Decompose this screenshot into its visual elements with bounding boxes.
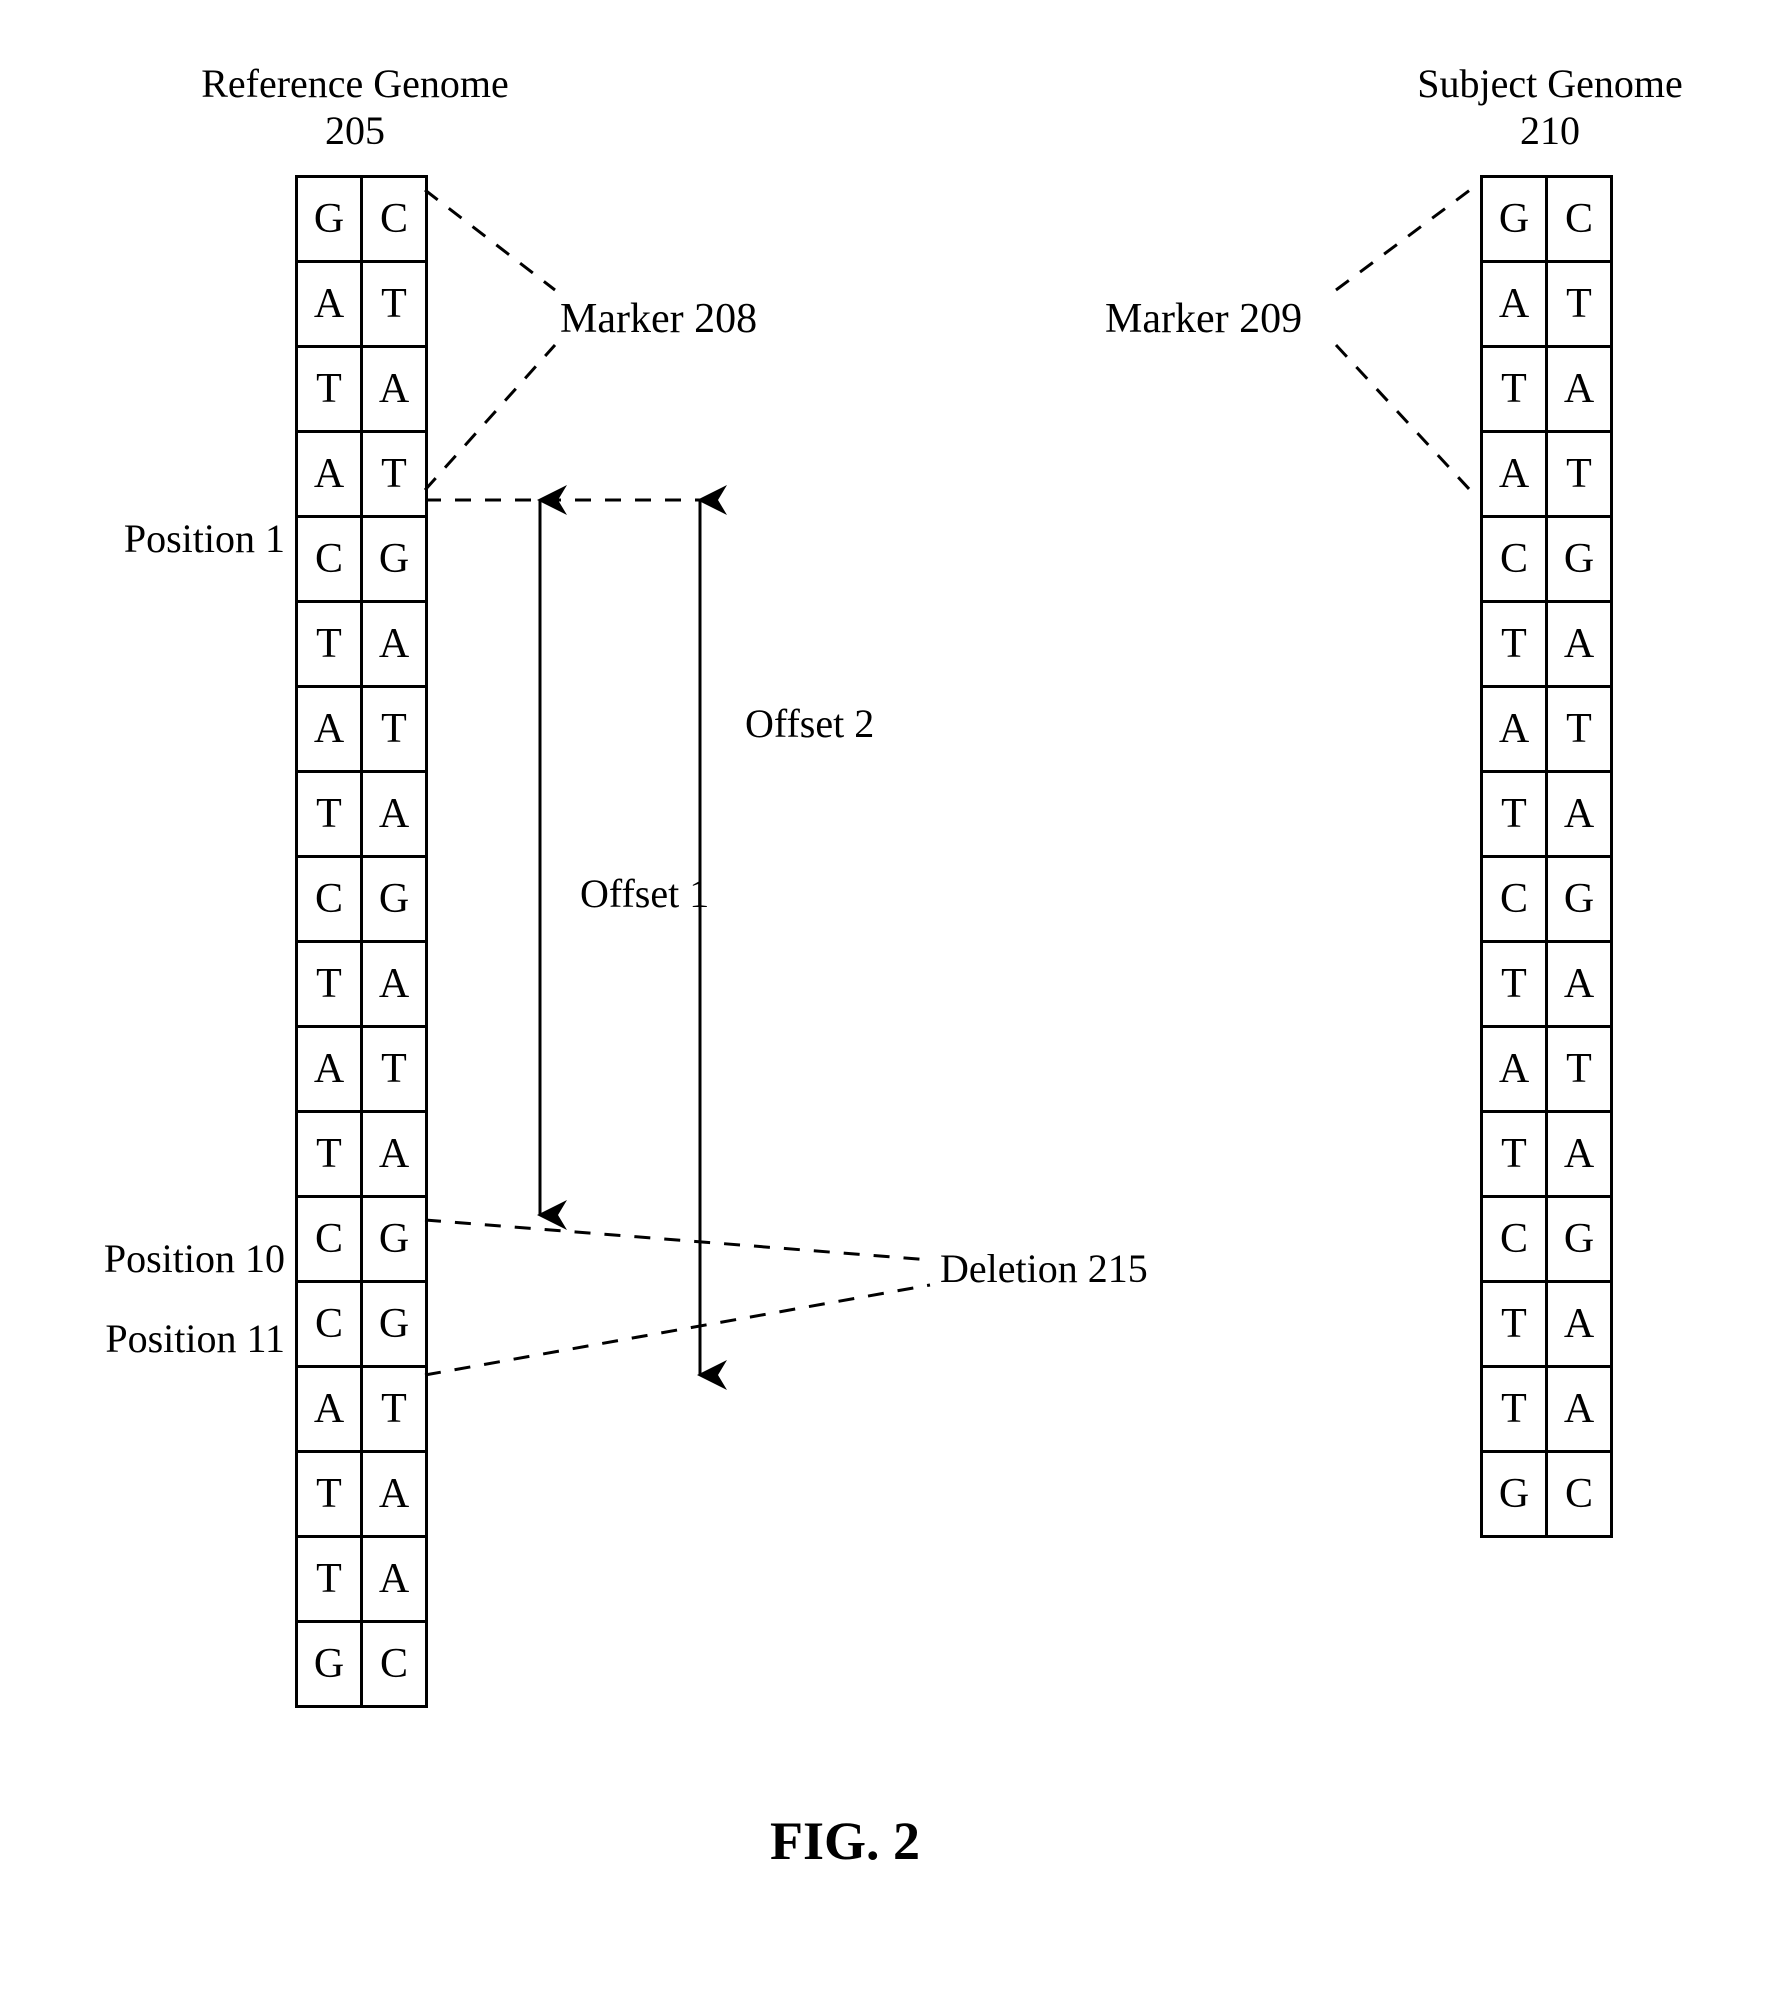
reference-genome-title: Reference Genome (175, 60, 535, 107)
base-cell: C (1482, 1197, 1547, 1282)
base-cell: T (297, 1537, 362, 1622)
position-label: Position 10 (80, 1235, 285, 1282)
reference-genome-sequence: GCATTAATCGTAATTACGTAATTACGCGATTATAGC (295, 175, 428, 1708)
base-cell: A (297, 432, 362, 517)
base-cell: G (297, 1622, 362, 1707)
offset-1-label: Offset 1 (580, 870, 709, 917)
base-cell: A (362, 602, 427, 687)
subject-genome-header: Subject Genome 210 (1380, 60, 1720, 154)
base-cell: C (297, 857, 362, 942)
base-cell: G (1547, 1197, 1612, 1282)
base-cell: G (297, 177, 362, 262)
base-cell: A (1547, 347, 1612, 432)
base-cell: T (297, 602, 362, 687)
deletion-215-label: Deletion 215 (940, 1245, 1148, 1292)
base-cell: A (1547, 942, 1612, 1027)
base-cell: T (362, 1027, 427, 1112)
base-cell: A (1482, 1027, 1547, 1112)
base-cell: C (1482, 517, 1547, 602)
base-cell: T (1482, 347, 1547, 432)
base-cell: T (1482, 1112, 1547, 1197)
base-cell: C (362, 177, 427, 262)
figure-caption: FIG. 2 (770, 1810, 920, 1872)
marker-208-label: Marker 208 (560, 295, 757, 343)
base-cell: T (1547, 687, 1612, 772)
base-cell: G (362, 517, 427, 602)
subject-genome-sequence: GCATTAATCGTAATTACGTAATTACGTATAGC (1480, 175, 1613, 1538)
base-cell: C (297, 1197, 362, 1282)
base-cell: G (362, 1197, 427, 1282)
base-cell: A (362, 347, 427, 432)
base-cell: T (1482, 1282, 1547, 1367)
base-cell: T (1547, 432, 1612, 517)
base-cell: T (1547, 262, 1612, 347)
base-cell: A (362, 1452, 427, 1537)
base-cell: T (362, 432, 427, 517)
base-cell: T (297, 1452, 362, 1537)
base-cell: A (362, 1112, 427, 1197)
base-cell: T (1547, 1027, 1612, 1112)
base-cell: A (1547, 1112, 1612, 1197)
base-cell: T (297, 1112, 362, 1197)
base-cell: A (297, 687, 362, 772)
base-cell: T (1482, 942, 1547, 1027)
base-cell: A (362, 942, 427, 1027)
base-cell: A (1547, 772, 1612, 857)
base-cell: A (1482, 687, 1547, 772)
base-cell: C (1482, 857, 1547, 942)
base-cell: G (362, 857, 427, 942)
position-label: Position 11 (80, 1315, 285, 1362)
base-cell: T (362, 262, 427, 347)
base-cell: A (297, 262, 362, 347)
base-cell: T (1482, 772, 1547, 857)
base-cell: A (362, 1537, 427, 1622)
base-cell: T (297, 772, 362, 857)
figure-stage: Reference Genome 205 Subject Genome 210 … (0, 0, 1772, 1995)
base-cell: C (297, 1282, 362, 1367)
base-cell: G (1547, 857, 1612, 942)
marker-209-label: Marker 209 (1105, 295, 1302, 343)
reference-genome-number: 205 (175, 107, 535, 154)
base-cell: T (297, 942, 362, 1027)
base-cell: A (1547, 602, 1612, 687)
base-cell: T (362, 1367, 427, 1452)
base-cell: T (1482, 602, 1547, 687)
base-cell: A (362, 772, 427, 857)
base-cell: T (362, 687, 427, 772)
base-cell: G (362, 1282, 427, 1367)
base-cell: A (297, 1367, 362, 1452)
subject-genome-title: Subject Genome (1380, 60, 1720, 107)
base-cell: A (1482, 432, 1547, 517)
offset-2-label: Offset 2 (745, 700, 874, 747)
base-cell: A (1547, 1282, 1612, 1367)
subject-genome-number: 210 (1380, 107, 1720, 154)
base-cell: G (1482, 177, 1547, 262)
base-cell: A (297, 1027, 362, 1112)
base-cell: A (1547, 1367, 1612, 1452)
base-cell: G (1482, 1452, 1547, 1537)
reference-genome-header: Reference Genome 205 (175, 60, 535, 154)
base-cell: C (362, 1622, 427, 1707)
base-cell: A (1482, 262, 1547, 347)
base-cell: C (1547, 1452, 1612, 1537)
base-cell: T (297, 347, 362, 432)
base-cell: G (1547, 517, 1612, 602)
base-cell: C (297, 517, 362, 602)
position-label: Position 1 (100, 515, 285, 562)
base-cell: T (1482, 1367, 1547, 1452)
base-cell: C (1547, 177, 1612, 262)
